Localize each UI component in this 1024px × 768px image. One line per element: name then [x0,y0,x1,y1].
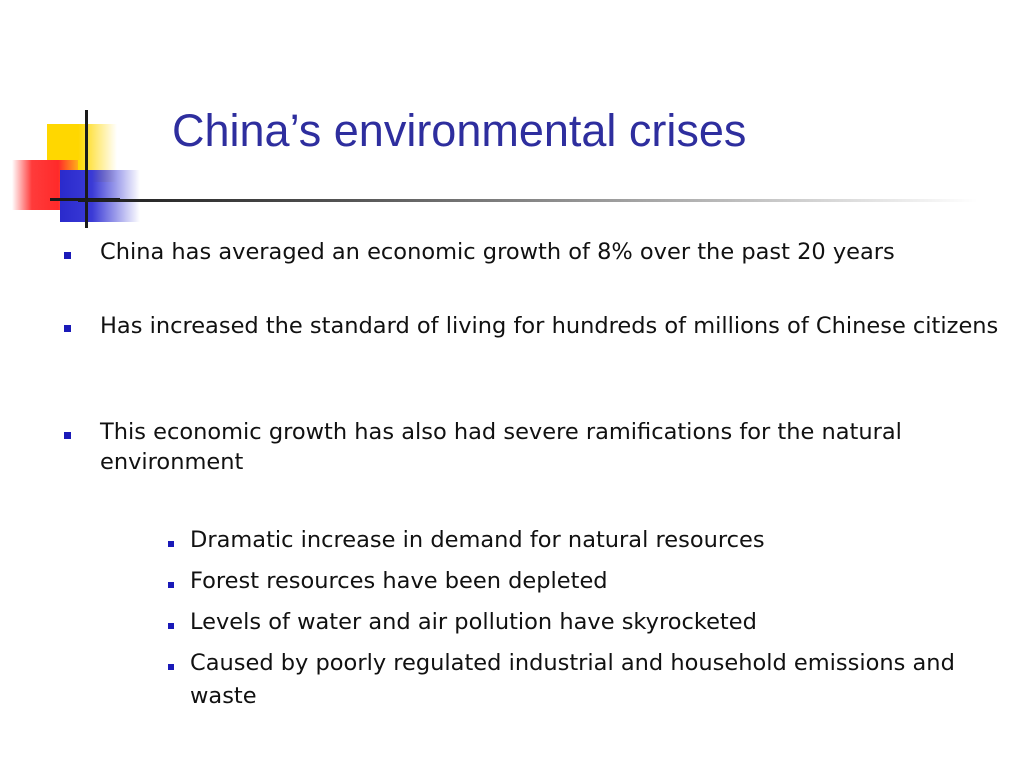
sub-bullet-item-1: Dramatic increase in demand for natural … [190,527,765,553]
blue-square [60,170,140,222]
bullet-marker [64,325,71,332]
sub-bullet-item-2: Forest resources have been depleted [190,568,608,594]
bullet-marker [64,432,71,439]
sub-bullet-marker [168,541,174,547]
sub-bullet-item-3: Levels of water and air pollution have s… [190,609,757,635]
sub-bullet-item-4: Caused by poorly regulated industrial an… [190,650,955,709]
bullet-marker [64,252,71,259]
bullet-item-3: This economic growth has also had severe… [100,419,902,475]
sub-bullet-marker [168,623,174,629]
vertical-line [85,110,88,228]
sub-bullet-marker [168,582,174,588]
bullet-item-1: China has averaged an economic growth of… [100,239,895,265]
slide-title: China’s environmental crises [172,105,747,156]
sub-bullet-marker [168,664,174,670]
title-divider [78,199,978,202]
bullet-item-2: Has increased the standard of living for… [100,313,999,339]
decorative-logo [0,0,200,240]
